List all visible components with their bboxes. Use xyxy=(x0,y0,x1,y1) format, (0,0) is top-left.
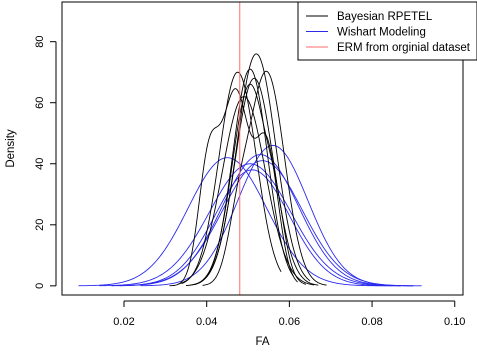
wishart-density-curve xyxy=(119,154,414,287)
y-tick-label: 40 xyxy=(34,158,46,170)
bayesian-density-curve xyxy=(169,88,298,287)
wishart-density-curve xyxy=(78,157,393,287)
wishart-density-curve xyxy=(119,160,414,287)
legend-label-erm: ERM from orginial dataset xyxy=(337,42,471,54)
y-tick-label: 0 xyxy=(34,283,46,289)
x-tick-label: 0.08 xyxy=(361,316,382,328)
y-tick-label: 20 xyxy=(34,219,46,231)
plot-box xyxy=(61,1,464,296)
legend-label-bayesian: Bayesian RPETEL xyxy=(337,11,433,23)
bayesian-density-curve xyxy=(177,96,315,286)
legend-label-wishart: Wishart Modeling xyxy=(337,27,426,39)
wishart-density-curve xyxy=(111,169,401,287)
density-curves xyxy=(78,53,422,287)
y-tick-label: 80 xyxy=(34,36,46,48)
legend: Bayesian RPETEL Wishart Modeling ERM fro… xyxy=(297,1,477,61)
x-tick-label: 0.04 xyxy=(196,316,217,328)
x-tick-label: 0.06 xyxy=(279,316,300,328)
y-axis: 0 20 40 60 80 xyxy=(34,36,57,289)
x-tick-label: 0.10 xyxy=(444,316,465,328)
bayesian-density-curve xyxy=(190,77,319,286)
bayesian-density-curve xyxy=(202,70,327,286)
bayesian-density-curve xyxy=(181,71,282,284)
x-axis: 0.02 0.04 0.06 0.08 0.10 xyxy=(113,300,465,328)
y-tick-label: 60 xyxy=(34,97,46,109)
bayesian-density-curve xyxy=(185,83,307,286)
wishart-density-curve xyxy=(140,144,422,287)
x-axis-label: FA xyxy=(255,336,269,348)
wishart-density-curve xyxy=(99,163,401,287)
bayesian-density-curve xyxy=(194,68,294,286)
y-axis-label: Density xyxy=(5,129,17,168)
x-tick-label: 0.02 xyxy=(113,316,134,328)
